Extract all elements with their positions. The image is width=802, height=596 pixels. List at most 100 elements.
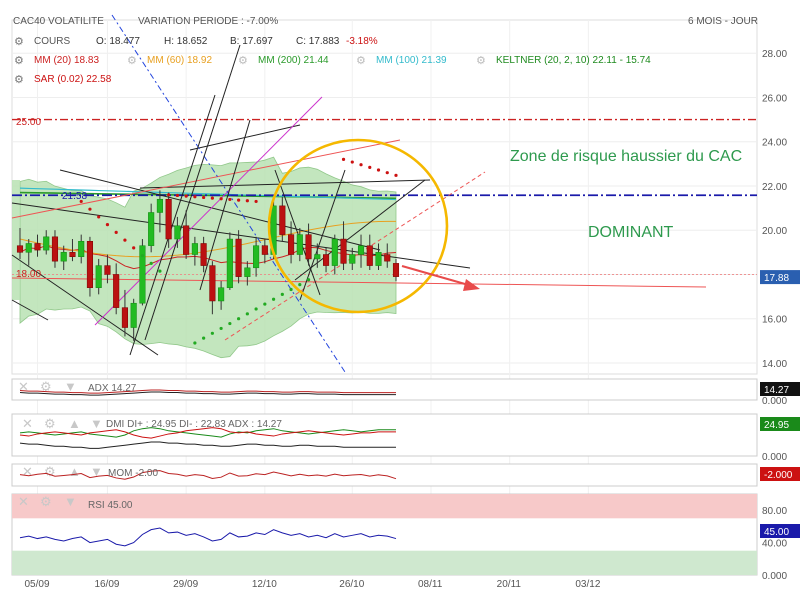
arrow-down-icon[interactable]: ▼ [90,464,103,479]
y-tick-label: 28.00 [762,49,787,60]
legend-cours: COURS [34,36,71,47]
indicator-value-badge [760,467,800,481]
x-tick-label: 16/09 [94,579,119,590]
candle-body [139,245,146,304]
sar-dot [245,199,249,203]
gear-icon[interactable]: ⚙ [40,494,52,509]
close-icon[interactable]: ✕ [22,416,33,431]
candle-body [78,241,85,257]
y-tick-label: 16.00 [762,315,787,326]
x-tick-label: 29/09 [173,579,198,590]
arrow-down-icon[interactable]: ▼ [90,416,103,431]
candle-body [296,234,303,255]
x-tick-label: 05/09 [24,579,49,590]
candle-body [104,265,111,275]
close-icon[interactable]: ✕ [22,464,33,479]
sar-dot [123,238,127,242]
sar-dot [368,165,372,169]
indicator-line [19,527,397,547]
indicator-panel-frame [11,463,758,487]
candle-body [235,238,242,277]
indicator-value-badge [760,382,800,396]
gear-icon[interactable]: ⚙ [238,55,248,67]
candle-body [226,238,233,288]
indicator-value-badge [760,524,800,538]
sar-dot [245,312,249,316]
sar-dot [341,157,346,161]
indicator-value-badge-text: 45.00 [764,527,789,538]
sar-dot [210,196,214,200]
sar-dot [263,302,267,306]
indicator-line [19,391,396,396]
candle-body [51,236,59,262]
candle-body [191,243,198,255]
candle-body [322,254,330,266]
period-variation: VARIATION PERIODE : -7.00% [138,16,279,27]
sar-dot [237,198,241,202]
mom-label: MOM -2.00 [108,468,159,479]
sar-dot [376,168,381,172]
y-tick-label: 20.00 [762,226,787,237]
y-tick-label: 24.00 [762,138,787,149]
sar-dot [254,199,258,204]
arrow-down-icon[interactable]: ▼ [64,494,77,509]
candle-body [384,254,391,262]
gear-icon[interactable]: ⚙ [356,55,366,67]
trend-line [144,44,241,341]
instrument-title: CAC40 VOLATILITE [13,16,104,27]
candle-body [34,243,41,251]
sar-dot [210,331,214,335]
candle-body [183,225,190,255]
legend-change: -3.18% [346,36,378,47]
legend-mm20: MM (20) 18.83 [34,55,100,66]
x-tick-label: 08/11 [418,579,443,590]
sar-dot [385,171,389,175]
arrow-shaft [401,264,473,288]
gear-icon[interactable]: ⚙ [14,36,24,48]
sar-dot [289,287,293,292]
rsi-oversold-zone [12,550,757,575]
candle-body [165,198,172,240]
arrow-up-icon[interactable]: ▲ [68,464,81,479]
indicator-value-badge-text: 24.95 [764,420,789,431]
gear-icon[interactable]: ⚙ [127,55,137,67]
sar-dot [193,195,197,199]
candle-body [314,254,321,260]
candle-body [340,238,347,264]
gear-icon[interactable]: ⚙ [40,379,52,394]
arrow-head [463,279,480,291]
sar-dot [140,254,145,258]
gear-icon[interactable]: ⚙ [14,74,24,86]
gear-icon[interactable]: ⚙ [476,55,486,67]
candle-body [279,205,286,235]
timeframe-label[interactable]: 6 MOIS - JOUR [688,16,759,27]
gear-icon[interactable]: ⚙ [44,416,56,431]
legend-mm200: MM (200) 21.44 [258,55,329,66]
sar-dot [105,223,110,227]
rsi-tick-label: 40.00 [762,539,787,550]
trend-line [294,179,426,281]
sar-dot [280,292,284,296]
x-tick-label: 26/10 [339,579,364,590]
candle-body [130,302,137,328]
y-tick-label: 22.00 [762,182,787,193]
indicator-panel-frame [11,413,758,457]
close-icon[interactable]: ✕ [18,379,29,394]
legend-high: H: 18.652 [164,36,208,47]
candle-body [331,238,338,266]
candle-body [86,241,94,288]
arrow-up-icon[interactable]: ▲ [68,416,81,431]
candle-body [218,287,225,302]
trend-line [299,169,346,301]
rsi-tick-label: 80.00 [762,506,787,517]
close-icon[interactable]: ✕ [18,494,29,509]
sar-dot [271,297,276,301]
arrow-down-icon[interactable]: ▼ [64,379,77,394]
sar-dot [202,195,206,200]
candle-body [69,252,76,257]
gear-icon[interactable]: ⚙ [44,464,56,479]
y-tick-label: 26.00 [762,93,787,104]
indicator-line [19,427,396,438]
candle-body [305,234,312,260]
gear-icon[interactable]: ⚙ [14,55,24,67]
